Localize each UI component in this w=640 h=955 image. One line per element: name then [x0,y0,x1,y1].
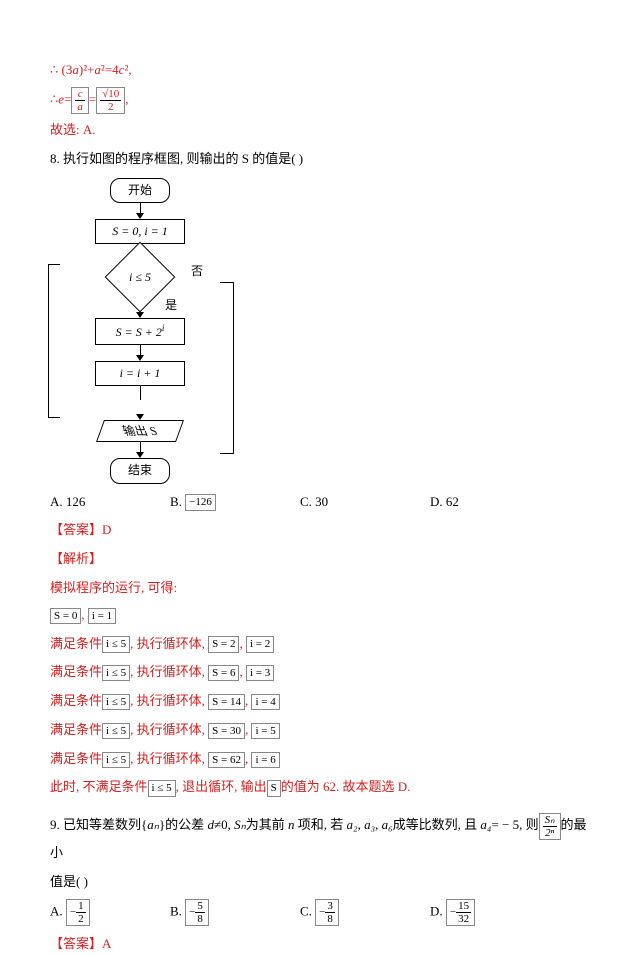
qnum: 9. [50,817,60,832]
eq2: = [89,91,96,106]
text: 的值为 62. 故本题选 D. [281,779,411,794]
i1-box: i = 1 [88,608,116,624]
q9-answer: 【答案】A [50,934,590,955]
frac-box: ca [71,87,89,114]
no-line [220,282,234,454]
q7-line2: ∴e=ca=√102, [50,87,590,114]
s-box: S [267,780,281,796]
q8-init-line: S = 0, i = 1 [50,605,590,626]
num: c [75,88,85,101]
c-box: −38 [315,899,339,926]
den: 2 [100,101,121,113]
fc-init: S = 0, i = 1 [95,219,185,244]
a-box: −12 [66,899,90,926]
eq: = [64,91,71,106]
cond-box: i ≤ 5 [148,780,176,796]
q8-final: 此时, 不满足条件i ≤ 5, 退出循环, 输出S的值为 62. 故本题选 D. [50,777,590,798]
qnum: 8. [50,151,60,166]
q7-line1: ∴ (3a)²+a²=4c², [50,60,590,81]
opt-d: D. 62 [430,492,459,513]
opt-b: B. −126 [170,492,300,513]
q8-expl-label: 【解析】 [50,549,590,570]
fc-start: 开始 [110,178,170,203]
opt-d: D. −1532 [430,899,475,926]
den: a [75,101,85,113]
opt-a: A. −12 [50,899,170,926]
q9-stem: 9. 已知等差数列{aₙ}的公差 d≠0, Sₙ为其前 n 项和, 若 a₂, … [50,812,590,866]
opt-c: C. 30 [300,492,430,513]
comma: , [125,91,128,106]
yes-label: 是 [165,296,177,315]
text: ∴ (3 [50,62,72,77]
opt-a: A. 126 [50,492,170,513]
stem-text: 执行如图的程序框图, 则输出的 S 的值是( ) [63,151,303,166]
q8-iter-row: 满足条件i ≤ 5, 执行循环体, S = 6, i = 3 [50,662,590,683]
fc-cond: i ≤ 5 否 是 [105,260,175,296]
q9-options: A. −12 B. −58 C. −38 D. −1532 [50,899,590,926]
q8-options: A. 126 B. −126 C. 30 D. 62 [50,492,590,513]
q8-answer: 【答案】D [50,520,590,541]
no-label: 否 [191,262,203,281]
q8-iter-row: 满足条件i ≤ 5, 执行循环体, S = 62, i = 6 [50,749,590,770]
text: 此时, 不满足条件 [50,779,148,794]
q8-iter-row: 满足条件i ≤ 5, 执行循环体, S = 30, i = 5 [50,720,590,741]
num: √10 [100,88,121,101]
fc-step1: S = S + 2i [95,318,185,345]
d-box: −1532 [446,899,475,926]
q8-iter-row: 满足条件i ≤ 5, 执行循环体, S = 14, i = 4 [50,691,590,712]
fc-output: 输出 S [96,420,184,442]
q8-expl-intro: 模拟程序的运行, 可得: [50,578,590,599]
s0-box: S = 0 [50,608,81,624]
text: ², [124,62,131,77]
loop-line [48,264,60,418]
q8-stem: 8. 执行如图的程序框图, 则输出的 S 的值是( ) [50,149,590,170]
b-box: −58 [185,899,209,926]
q7-line3: 故选: A. [50,120,590,141]
flowchart: 开始 S = 0, i = 1 i ≤ 5 否 是 S = S + 2i i =… [60,178,220,484]
opt-b: B. −58 [170,899,300,926]
fc-end: 结束 [110,458,170,483]
b-box: −126 [185,494,216,510]
text: ²=4 [101,62,119,77]
q8-iter-row: 满足条件i ≤ 5, 执行循环体, S = 2, i = 2 [50,634,590,655]
text: , 退出循环, 输出 [176,779,267,794]
text: )²+ [79,62,95,77]
frac-box-2: √102 [96,87,125,114]
opt-c: C. −38 [300,899,430,926]
fc-step2: i = i + 1 [95,361,185,386]
frac-sn-2n: Sₙ2ⁿ [539,813,561,840]
q9-stem2: 值是( ) [50,872,590,893]
